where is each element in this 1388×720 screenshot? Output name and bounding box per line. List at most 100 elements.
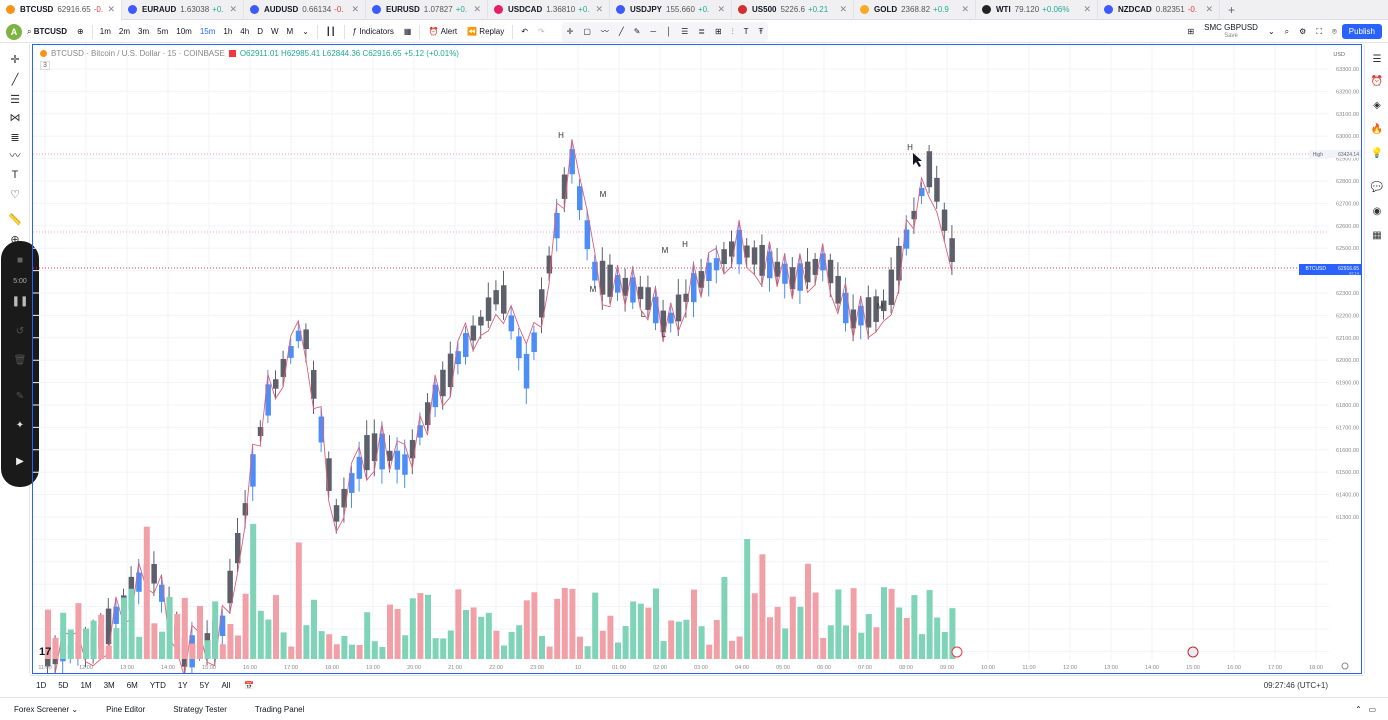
tab-forex-screener[interactable]: Forex Screener ⌄	[14, 704, 79, 714]
close-icon[interactable]: ✕	[961, 4, 969, 14]
trash-icon[interactable]: 🗑	[13, 354, 27, 366]
settings-button[interactable]: ⚙	[1294, 21, 1311, 43]
avatar[interactable]: A	[6, 23, 22, 40]
maximize-icon[interactable]: ▭	[1368, 704, 1376, 714]
publish-button[interactable]: Publish	[1341, 24, 1382, 39]
cursor-icon[interactable]: ✛	[10, 53, 20, 66]
chat-icon[interactable]: 💬	[1370, 181, 1384, 193]
symbol-tab-btcusd[interactable]: BTCUSD 62916.65 -0. ✕	[0, 0, 122, 20]
symbol-tab-usdjpy[interactable]: USDJPY 155.660 +0. ✕	[610, 0, 732, 20]
range-5y[interactable]: 5Y	[199, 681, 210, 690]
camera-icon[interactable]: ▶	[16, 455, 24, 467]
search-button[interactable]: ⌕	[1280, 21, 1294, 43]
close-icon[interactable]: ✕	[1205, 4, 1213, 14]
fib-icon[interactable]: ≣	[10, 131, 20, 144]
symbol-tab-nzdcad[interactable]: NZDCAD 0.82351 -0. ✕	[1098, 0, 1220, 20]
interval-4h[interactable]: 4h	[240, 27, 250, 36]
symbol-tab-wti[interactable]: WTI 79.120 +0.06% ✕	[976, 0, 1098, 20]
add-tab-icon[interactable]: +	[1228, 2, 1236, 17]
stop-icon[interactable]: ■	[16, 254, 24, 266]
snapshot-button[interactable]: ⌾	[1327, 21, 1342, 43]
interval-15m[interactable]: 15m	[199, 27, 216, 36]
close-icon[interactable]: ✕	[1083, 4, 1091, 14]
layout-button[interactable]: ⊞	[1182, 21, 1199, 43]
collapse-icon[interactable]: ⌃	[1355, 704, 1362, 714]
compare-button[interactable]: ⊕	[72, 21, 89, 43]
vertical-line-tool[interactable]: │	[661, 21, 676, 43]
chart-pane[interactable]: H M M M H L L H M 63300.00 63200.00 63100.00 63000.0…	[32, 44, 1362, 674]
layout-name-button[interactable]: SMC GBPUSD Save	[1199, 21, 1263, 43]
parallel-channel-tool[interactable]: ☰	[676, 21, 693, 43]
symbol-search[interactable]: ⌕ BTCUSD	[22, 21, 72, 43]
zoom-icon[interactable]: ⊕	[10, 233, 20, 246]
range-5d[interactable]: 5D	[58, 681, 69, 690]
close-icon[interactable]: ✕	[473, 4, 481, 14]
symbol-tab-euraud[interactable]: EURAUD 1.63038 +0. ✕	[122, 0, 244, 20]
horizontal-ray-tool[interactable]: ─	[645, 21, 661, 43]
close-icon[interactable]: ✕	[229, 4, 237, 14]
range-1d[interactable]: 1D	[36, 681, 47, 690]
pattern-icon[interactable]: ⋈	[9, 111, 21, 124]
symbol-tab-gold[interactable]: GOLD 2368.82 +0.9 ✕	[854, 0, 976, 20]
fib-tool[interactable]: ≣	[693, 21, 710, 43]
interval-1m[interactable]: 1m	[99, 27, 111, 36]
symbol-tab-audusd[interactable]: AUDUSD 0.66134 -0. ✕	[244, 0, 366, 20]
alerts-icon[interactable]: ⏰	[1370, 75, 1384, 87]
restart-icon[interactable]: ↺	[15, 325, 25, 337]
tab-trading-panel[interactable]: Trading Panel	[254, 704, 305, 714]
rectangle-tool[interactable]: ▢	[578, 21, 596, 43]
effects-icon[interactable]: ✦	[15, 419, 25, 431]
close-icon[interactable]: ✕	[595, 4, 603, 14]
trendline-tool[interactable]: ╱	[614, 21, 629, 43]
tab-pine-editor[interactable]: Pine Editor	[106, 704, 146, 714]
calendar-icon[interactable]: 📅	[244, 681, 255, 690]
undo-button[interactable]: ↶	[516, 21, 533, 43]
interval-m[interactable]: M	[286, 27, 294, 36]
range-6m[interactable]: 6M	[126, 681, 138, 690]
watchlist-icon[interactable]: ☰	[1372, 53, 1382, 65]
layers-icon[interactable]: ◈	[1373, 99, 1381, 111]
interval-5m[interactable]: 5m	[157, 27, 169, 36]
interval-w[interactable]: W	[270, 27, 279, 36]
fullscreen-button[interactable]: ⛶	[1311, 21, 1327, 43]
symbol-tab-usdcad[interactable]: USDCAD 1.36810 +0. ✕	[488, 0, 610, 20]
wave-icon[interactable]: 〰	[9, 150, 21, 162]
pause-icon[interactable]: ❚❚	[11, 295, 29, 307]
close-icon[interactable]: ✕	[107, 4, 115, 14]
alert-button[interactable]: ⏰ Alert	[423, 21, 462, 43]
interval-3m[interactable]: 3m	[138, 27, 150, 36]
calendar-icon[interactable]: ▦	[1372, 229, 1382, 241]
trendline-icon[interactable]: ╱	[11, 73, 19, 86]
streams-icon[interactable]: ◉	[1372, 205, 1382, 217]
interval-10m[interactable]: 10m	[176, 27, 192, 36]
symbol-tab-eurusd[interactable]: EURUSD 1.07827 +0. ✕	[366, 0, 488, 20]
idea-icon[interactable]: 💡	[1370, 147, 1384, 159]
close-icon[interactable]: ✕	[839, 4, 847, 14]
pitchfork-tool[interactable]: ⫶	[727, 21, 739, 43]
symbol-tab-us500[interactable]: US500 5226.6 +0.21 ✕	[732, 0, 854, 20]
heart-icon[interactable]: ♡	[10, 188, 20, 201]
templates-button[interactable]: ▦	[399, 21, 417, 43]
range-1m[interactable]: 1M	[80, 681, 92, 690]
close-icon[interactable]: ✕	[717, 4, 725, 14]
indicator-count[interactable]: 3	[40, 61, 50, 70]
text-tool[interactable]: T	[739, 21, 754, 43]
replay-button[interactable]: ⏪ Replay	[462, 21, 509, 43]
chart-type-button[interactable]: ┃┃	[321, 21, 341, 43]
interval-2m[interactable]: 2m	[118, 27, 130, 36]
indicators-button[interactable]: ƒ Indicators	[348, 21, 399, 43]
ruler-icon[interactable]: 📏	[8, 213, 22, 226]
range-all[interactable]: All	[221, 681, 231, 690]
text-icon[interactable]: T	[11, 169, 19, 181]
brush-tool[interactable]: ✎	[629, 21, 646, 43]
range-3m[interactable]: 3M	[103, 681, 115, 690]
range-1y[interactable]: 1Y	[177, 681, 188, 690]
interval-1h[interactable]: 1h	[223, 27, 233, 36]
tab-strategy-tester[interactable]: Strategy Tester	[173, 704, 227, 714]
chart-canvas[interactable]: H M M M H L L H M 63300.00 63200.00 63100.00 63000.0…	[33, 45, 1361, 673]
range-ytd[interactable]: YTD	[149, 681, 166, 690]
crosshair-tool[interactable]: ✛	[562, 21, 579, 43]
interval-d[interactable]: D	[257, 27, 263, 36]
redo-button[interactable]: ↷	[533, 21, 550, 43]
pen-icon[interactable]: ✎	[15, 390, 25, 402]
